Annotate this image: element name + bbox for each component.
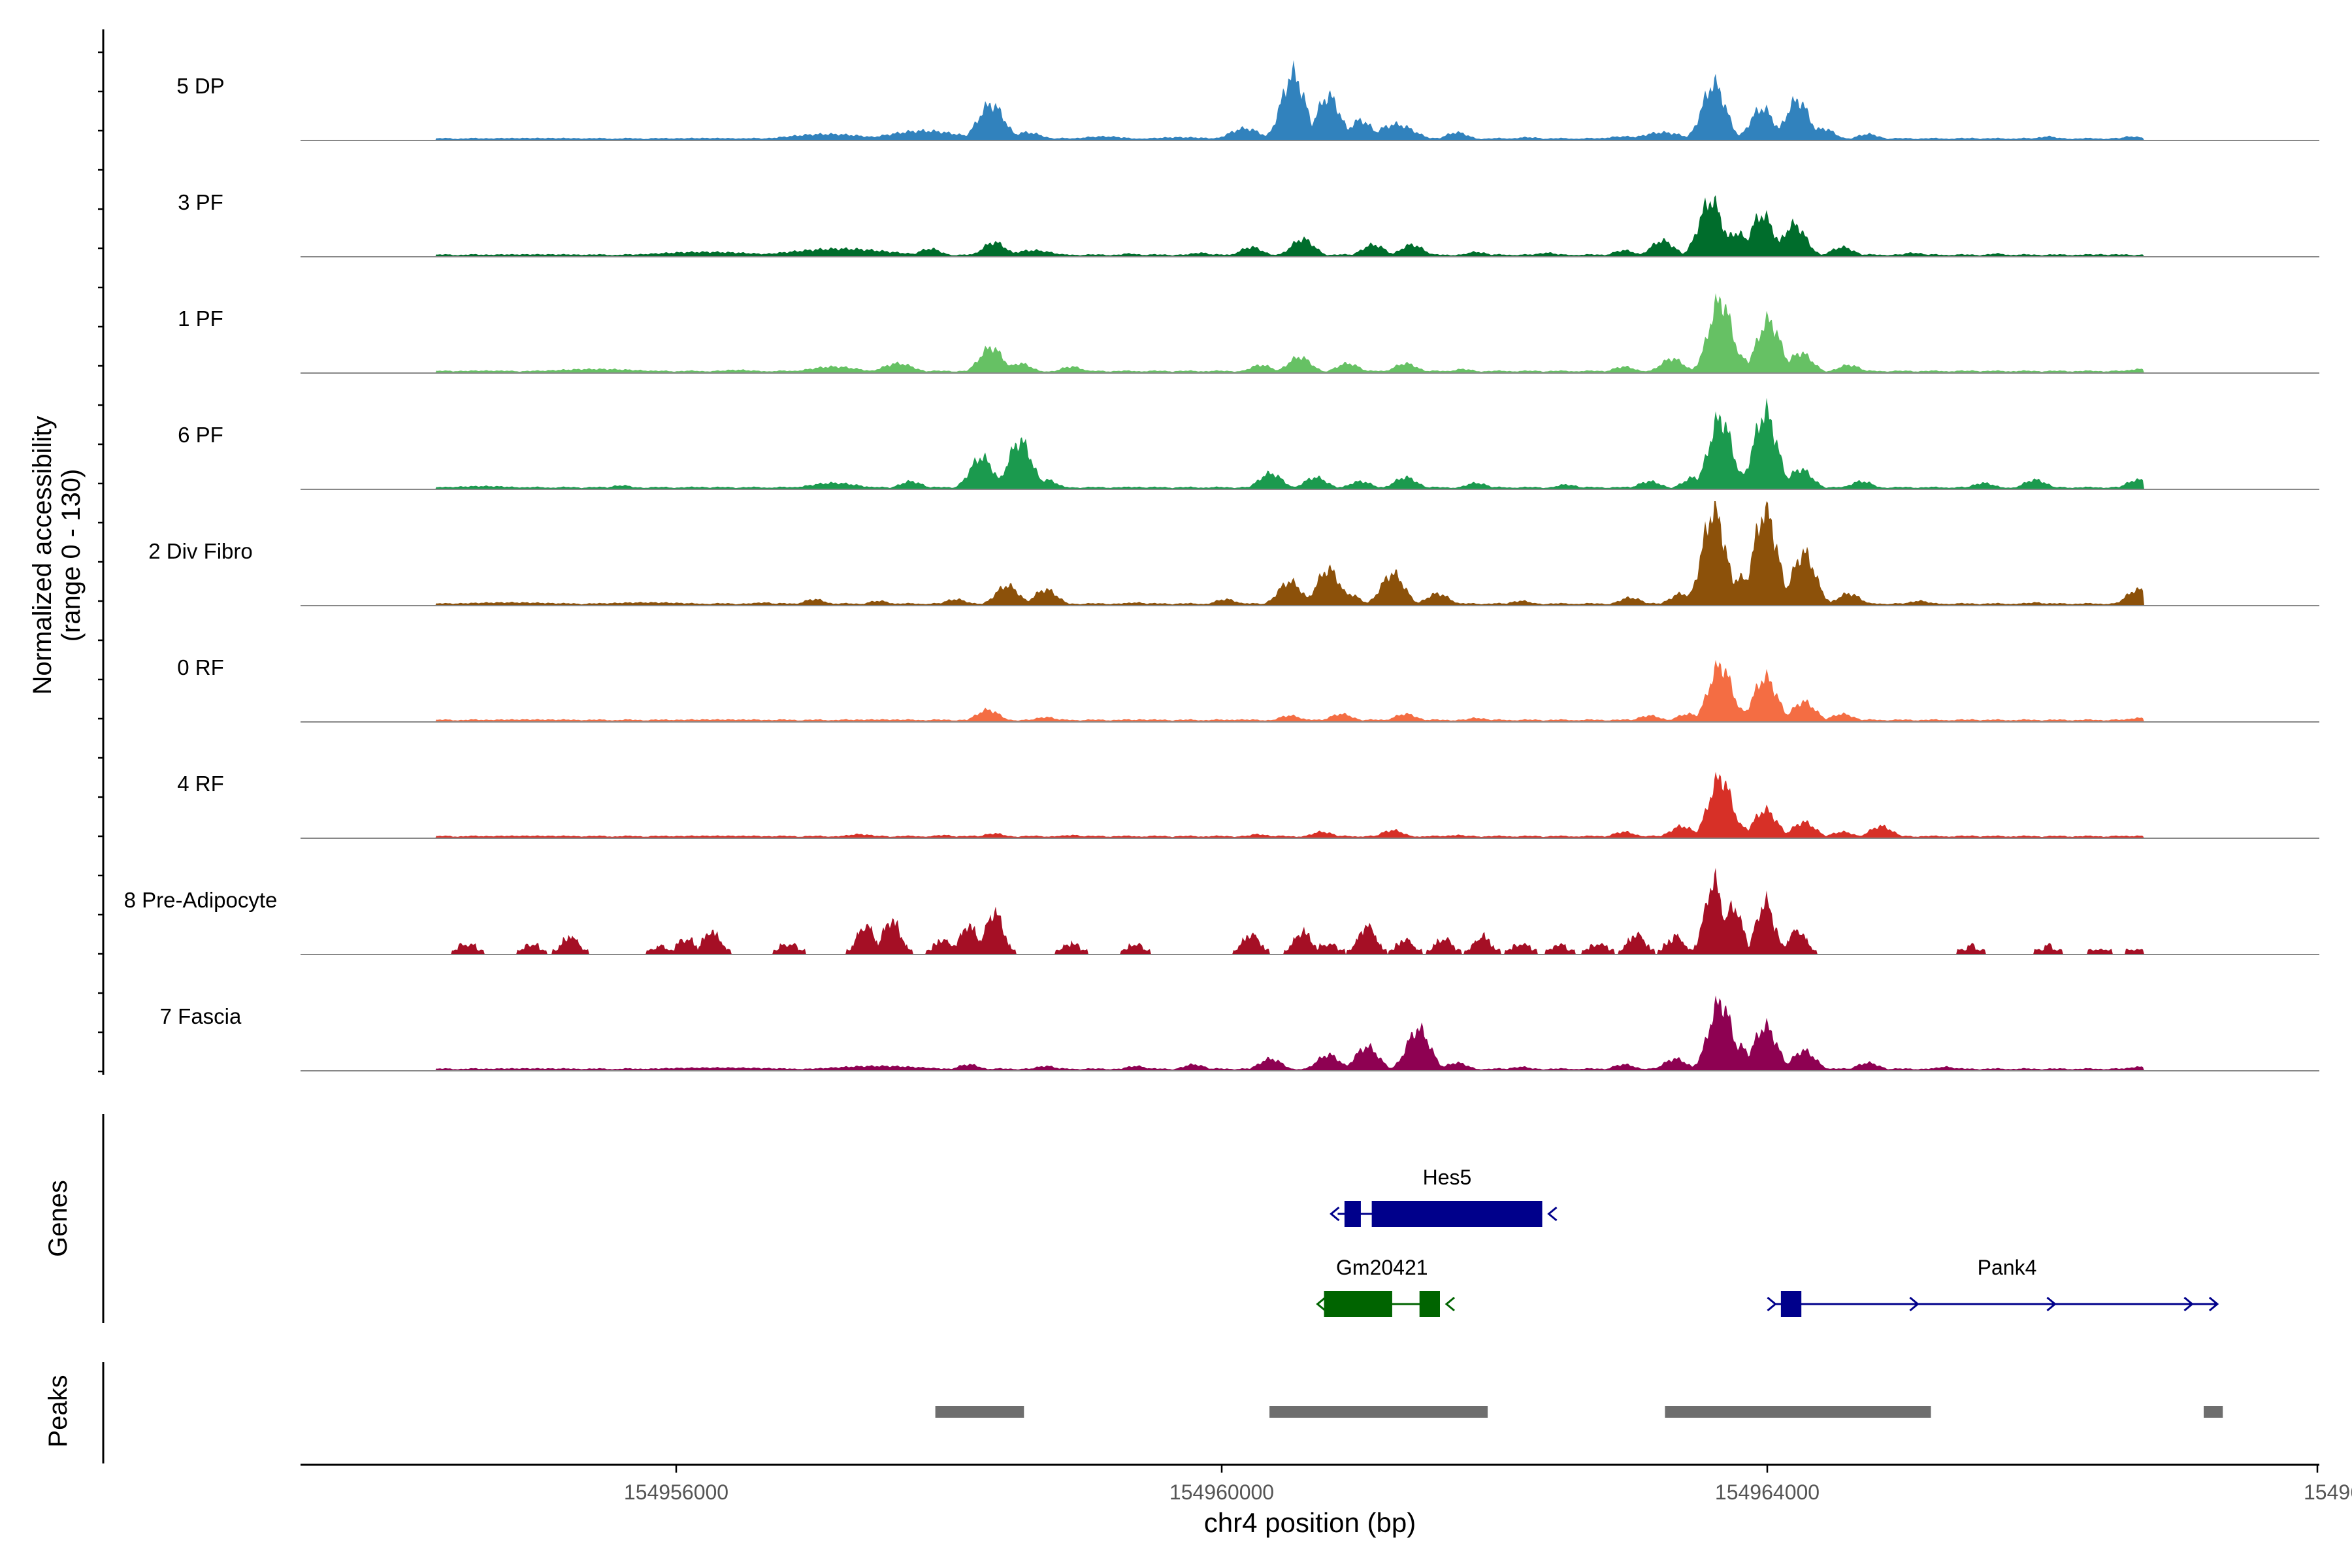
track-area	[301, 195, 2228, 257]
track-label: 7 Fascia	[160, 1004, 242, 1028]
track-label: 2 Div Fibro	[148, 539, 253, 563]
strand-arrow	[1330, 1206, 1340, 1222]
x-tick-label: 154956000	[624, 1480, 728, 1504]
peak-region	[2204, 1406, 2223, 1418]
track-label: 0 RF	[177, 655, 224, 679]
track-label: 5 DP	[176, 74, 224, 98]
track-area	[301, 293, 2228, 373]
x-tick-label: 1549680	[2304, 1480, 2352, 1504]
gene-label: Hes5	[1423, 1166, 1472, 1189]
gene-exon	[1324, 1291, 1392, 1317]
strand-arrow	[1445, 1296, 1455, 1312]
gene-gm20421: Gm20421	[1316, 1256, 1455, 1317]
gene-label: Pank4	[1978, 1256, 2037, 1279]
track-area	[301, 995, 2228, 1071]
track-area	[301, 660, 2228, 722]
track-5-dp: 5 DP	[176, 60, 2319, 141]
track-area	[301, 397, 2228, 489]
track-label: 1 PF	[178, 306, 223, 331]
strand-arrow	[1547, 1206, 1558, 1222]
y-axis-label: Normalized accessibility	[28, 416, 57, 695]
track-area	[301, 501, 2228, 606]
track-0-rf: 0 RF	[177, 655, 2319, 723]
track-2-div-fibro: 2 Div Fibro	[148, 501, 2319, 606]
track-area	[301, 60, 2228, 140]
peak-region	[1269, 1406, 1488, 1418]
gene-hes5: Hes5	[1330, 1166, 1558, 1227]
gene-exon	[1419, 1291, 1440, 1317]
track-label: 4 RF	[177, 772, 224, 796]
track-1-pf: 1 PF	[178, 293, 2319, 374]
x-tick-label: 154964000	[1715, 1480, 1820, 1504]
genes-layer: Hes5 Gm20421 Pank4	[1316, 1166, 2219, 1317]
track-7-fascia: 7 Fascia	[160, 995, 2319, 1071]
track-label: 8 Pre-Adipocyte	[124, 888, 278, 912]
peak-region	[935, 1406, 1024, 1418]
gene-exon	[1371, 1201, 1543, 1227]
track-label: 6 PF	[178, 423, 223, 447]
y-axis-range-label: (range 0 - 130)	[57, 469, 86, 642]
track-4-rf: 4 RF	[177, 772, 2319, 839]
tracks-layer: 5 DP 3 PF 1 PF 6 PF 2 Div Fibro 0 RF 4 RF 8 Pre…	[124, 60, 2319, 1071]
gene-exon	[1780, 1291, 1802, 1317]
strand-arrow	[1767, 1296, 1777, 1312]
genes-track-label: Genes	[44, 1180, 73, 1257]
gene-pank4: Pank4	[1767, 1256, 2219, 1317]
x-axis-label: chr4 position (bp)	[1204, 1507, 1416, 1538]
gene-exon	[1344, 1201, 1361, 1227]
track-area	[301, 868, 2228, 955]
strand-arrow	[1909, 1296, 1919, 1312]
strand-arrow	[2208, 1296, 2219, 1312]
peaks-track-label: Peaks	[44, 1375, 73, 1447]
track-6-pf: 6 PF	[178, 397, 2319, 490]
track-label: 3 PF	[178, 190, 223, 214]
track-3-pf: 3 PF	[178, 190, 2319, 257]
strand-arrow	[1316, 1296, 1326, 1312]
x-tick-label: 154960000	[1169, 1480, 1274, 1504]
track-8-pre-adipocyte: 8 Pre-Adipocyte	[124, 868, 2319, 955]
peak-region	[1665, 1406, 1931, 1418]
gene-label: Gm20421	[1336, 1256, 1428, 1279]
axes-layer: 154956000 154960000 154964000 1549680	[98, 29, 2352, 1504]
strand-arrow	[2046, 1296, 2057, 1312]
peaks-layer	[935, 1406, 2223, 1418]
track-area	[301, 772, 2228, 838]
strand-arrow	[2183, 1296, 2194, 1312]
